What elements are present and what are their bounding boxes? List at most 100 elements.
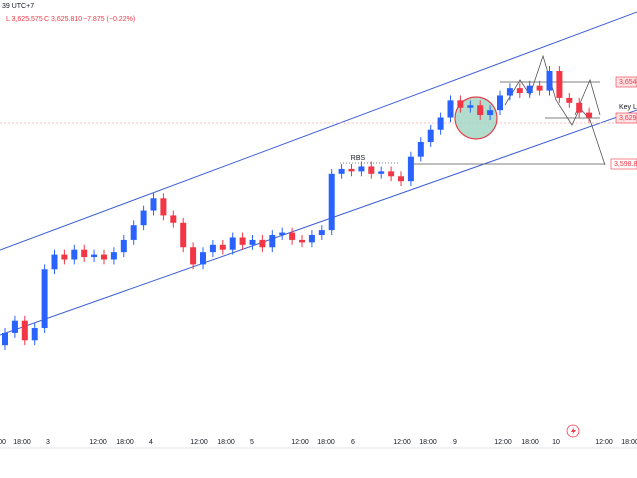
annotation: 3,598.8: [614, 161, 637, 168]
candle-body: [61, 254, 68, 260]
annotation: RBS: [351, 155, 366, 162]
candle-body: [259, 239, 266, 248]
candle-body: [516, 88, 523, 94]
header-bar: [0, 0, 637, 11]
x-tick-label: 5: [250, 439, 254, 446]
price-label-box: [610, 158, 637, 170]
candle-body: [398, 176, 404, 182]
candle-body: [160, 198, 167, 216]
header-change: −7.875 (−0.22%): [83, 16, 135, 23]
candle-body: [576, 102, 583, 113]
candle-body: [219, 244, 226, 250]
x-tick-label: 12:00: [494, 439, 512, 446]
candle-body: [21, 320, 28, 341]
candle-body: [437, 117, 444, 130]
candle-body: [427, 129, 434, 142]
x-tick-label: 18:00: [317, 439, 335, 446]
x-tick-label: 12:00: [190, 439, 208, 446]
alert-icon-bolt: [571, 427, 576, 435]
header-low: L 3,625.575: [6, 16, 43, 23]
candle-body: [348, 168, 355, 172]
candle-body: [289, 232, 296, 240]
x-tick-label: 9: [453, 439, 457, 446]
candle-body: [140, 210, 147, 226]
price-label-box: [615, 76, 637, 88]
x-tick-label: 18:00: [13, 439, 31, 446]
candle-body: [279, 232, 286, 236]
candle-body: [447, 100, 454, 118]
header-timezone: 39 UTC+7: [2, 3, 34, 10]
candle-body: [497, 95, 503, 111]
candle-body: [41, 269, 48, 329]
candle-body: [239, 237, 246, 245]
candle-body: [487, 110, 494, 116]
candle-body: [586, 112, 593, 118]
candle-body: [318, 230, 325, 236]
x-tick-label: 12:00: [89, 439, 107, 446]
candle-body: [229, 237, 236, 250]
annotation: Key Le: [619, 104, 637, 111]
candle-body: [51, 254, 58, 270]
x-tick-label: 3: [46, 439, 50, 446]
candle-body: [71, 249, 78, 260]
candle-body: [536, 85, 543, 91]
x-tick-label: 12:00: [595, 439, 613, 446]
candle-body: [150, 198, 157, 211]
x-tick-label: 00: [0, 439, 6, 446]
candle-body: [110, 252, 117, 260]
x-tick-label: 18:00: [419, 439, 437, 446]
candle-body: [190, 247, 197, 265]
channel-upper: [0, 11, 637, 251]
price-label-box: [615, 112, 637, 124]
candle-body: [328, 173, 335, 231]
candle-body: [209, 244, 216, 253]
candle-body: [2, 332, 8, 346]
candle-body: [546, 70, 553, 91]
x-tick-label: 18:00: [621, 439, 637, 446]
candle-body: [457, 100, 464, 108]
x-tick-label: 18:00: [217, 439, 235, 446]
candle-body: [506, 88, 513, 96]
candle-body: [91, 254, 98, 258]
x-tick-label: 4: [149, 439, 153, 446]
x-tick-label: 12:00: [291, 439, 309, 446]
x-tick-label: 12:00: [393, 439, 411, 446]
candle-body: [378, 171, 385, 174]
candle-body: [467, 105, 474, 108]
x-tick-label: 18:00: [521, 439, 539, 446]
annotation: 3,629: [619, 115, 637, 122]
candle-body: [120, 239, 127, 253]
candle-body: [566, 97, 573, 103]
candle-body: [31, 328, 38, 341]
candle-body: [130, 225, 137, 240]
x-tick-label: 6: [351, 439, 355, 446]
candle-body: [249, 239, 256, 245]
candle-body: [477, 105, 484, 116]
candle-body: [368, 166, 375, 174]
candle-body: [407, 156, 414, 182]
candle-body: [170, 215, 177, 223]
candle-body: [556, 70, 563, 98]
candle-body: [338, 168, 345, 174]
highlight-circle: [454, 96, 498, 140]
candle-body: [417, 141, 424, 157]
x-tick-label: 18:00: [116, 439, 134, 446]
annotation: 3,654: [619, 79, 637, 86]
drawings: [0, 0, 637, 449]
candle-body: [101, 254, 107, 260]
candle-body: [388, 171, 395, 177]
candle-body: [269, 235, 276, 248]
header-close: C 3,625.810: [44, 16, 82, 23]
candle-body: [526, 85, 533, 94]
candles: [2, 66, 593, 351]
x-tick-label: 10: [552, 439, 560, 446]
candle-body: [11, 320, 18, 333]
channel-lower: [0, 109, 637, 336]
candle-body: [299, 239, 305, 243]
candle-body: [81, 249, 88, 258]
candle-body: [308, 235, 315, 243]
candle-body: [180, 222, 187, 248]
candle-body: [200, 252, 206, 265]
